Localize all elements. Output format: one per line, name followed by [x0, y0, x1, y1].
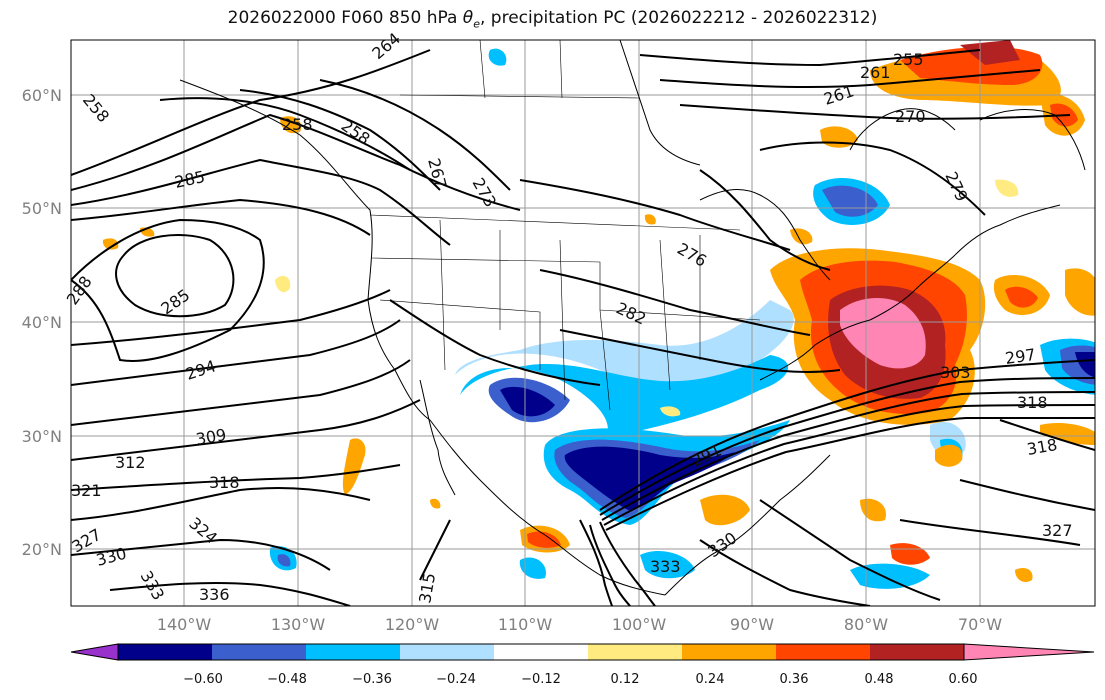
title-rest: , precipitation PC (2026022212 - 2026022… — [479, 8, 878, 28]
contour-label: 327 — [1042, 521, 1073, 540]
colorbar-segment — [306, 644, 401, 660]
title-theta: θ — [462, 8, 474, 28]
colorbar-ticks: −0.60 −0.48 −0.36 −0.24 −0.12 0.12 0.24 … — [183, 672, 977, 687]
contour-label: 321 — [71, 481, 102, 500]
colorbar-extend-low — [70, 643, 119, 661]
colorbar-tick-label: −0.60 — [183, 672, 223, 687]
colorbar-tick-label: 0.60 — [949, 672, 978, 687]
lat-label-50n: 50°N — [22, 199, 62, 218]
lon-label-120w: 120°W — [385, 615, 440, 634]
title-main: 2026022000 F060 850 hPa — [227, 8, 463, 28]
colorbar-segment — [588, 644, 683, 660]
colorbar-segment — [870, 644, 965, 660]
contour-label: 261 — [860, 63, 891, 82]
longitude-labels: 140°W 130°W 120°W 110°W 100°W 90°W 80°W … — [157, 615, 1002, 634]
contour-label-group: 264 255 258 261 261 270 267 273 279 276 … — [63, 29, 1073, 605]
colorbar-extend-high — [963, 643, 1095, 661]
contour-label: 318 — [1017, 393, 1048, 412]
lon-label-100w: 100°W — [612, 615, 667, 634]
contour-label: 312 — [115, 453, 146, 472]
colorbar-outline — [117, 643, 965, 661]
lon-label-90w: 90°W — [730, 615, 774, 634]
lon-label-70w: 70°W — [958, 615, 1002, 634]
title-subscript: e — [473, 17, 480, 31]
colorbar-segments — [70, 643, 1095, 661]
lon-label-110w: 110°W — [498, 615, 553, 634]
contour-label: 258 — [282, 115, 313, 134]
colorbar-tick-label: −0.36 — [352, 672, 392, 687]
colorbar-segment — [118, 644, 213, 660]
latitude-labels: 60°N 50°N 40°N 30°N 20°N — [22, 86, 62, 559]
colorbar-tick-label: 0.12 — [611, 672, 640, 687]
map-plot-area — [71, 40, 1095, 606]
plot-frame — [70, 39, 1096, 607]
colorbar-tick-label: 0.36 — [780, 672, 809, 687]
colorbar-segment — [400, 644, 495, 660]
lat-label-20n: 20°N — [22, 540, 62, 559]
contour-label: 333 — [650, 557, 681, 576]
contour-label: 303 — [940, 363, 971, 382]
colorbar-segment — [212, 644, 307, 660]
contour-label: 270 — [895, 107, 926, 126]
colorbar-tick-label: 0.24 — [696, 672, 725, 687]
map-title: 2026022000 F060 850 hPa θe, precipitatio… — [0, 8, 1105, 30]
lat-label-30n: 30°N — [22, 427, 62, 446]
lon-label-140w: 140°W — [157, 615, 212, 634]
lat-label-40n: 40°N — [22, 313, 62, 332]
contour-label: 255 — [893, 50, 924, 69]
lon-label-130w: 130°W — [271, 615, 326, 634]
state-borders — [369, 40, 761, 411]
lat-label-60n: 60°N — [22, 86, 62, 105]
colorbar-tick-label: −0.48 — [267, 672, 307, 687]
colorbar-tick-label: −0.24 — [436, 672, 476, 687]
contour-label: 336 — [199, 585, 230, 604]
colorbar-tick-label: 0.48 — [865, 672, 894, 687]
colorbar-segment — [776, 644, 871, 660]
lon-label-80w: 80°W — [844, 615, 888, 634]
precip-positive-shading — [102, 40, 1095, 582]
theta-e-contours — [71, 49, 1095, 606]
colorbar-segment — [682, 644, 777, 660]
contour-label: 318 — [209, 473, 240, 492]
contour-label: 297 — [1004, 345, 1037, 368]
colorbar-tick-label: −0.12 — [521, 672, 561, 687]
colorbar-segment — [494, 644, 589, 660]
colorbar: −0.60 −0.48 −0.36 −0.24 −0.12 0.12 0.24 … — [70, 643, 1095, 687]
graticule — [71, 40, 1095, 606]
